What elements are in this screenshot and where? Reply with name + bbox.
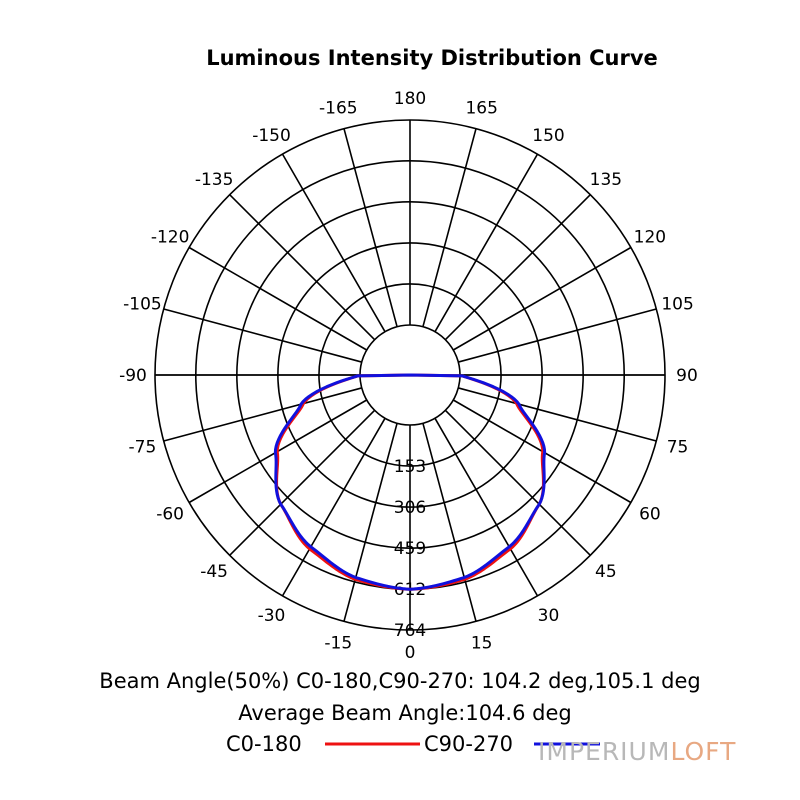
grid-spoke <box>422 128 477 327</box>
angle-tick-label: 30 <box>538 606 560 626</box>
chart-title: Luminous Intensity Distribution Curve <box>206 46 658 70</box>
angle-tick-label: -90 <box>119 366 147 386</box>
grid-spoke <box>434 153 539 333</box>
radial-tick-label: 459 <box>394 539 426 559</box>
grid-spoke <box>422 423 477 622</box>
angle-tick-label: 150 <box>532 126 564 146</box>
angle-tick-label: -150 <box>252 126 291 146</box>
svg-text:IMPERIUMLOFT: IMPERIUMLOFT <box>538 737 736 766</box>
angle-tick-label: 120 <box>634 228 666 248</box>
beam-angle-text: Beam Angle(50%) C0-180,C90-270: 104.2 de… <box>99 669 700 693</box>
average-beam-angle-text: Average Beam Angle:104.6 deg <box>238 701 571 725</box>
watermark-logo: IMPERIUMLOFT <box>538 737 736 766</box>
grid-spoke <box>458 308 657 363</box>
grid-spoke <box>343 128 398 327</box>
legend-label-c0-180: C0-180 <box>226 732 302 756</box>
angle-tick-label: 15 <box>471 634 493 654</box>
angle-tick-label: 90 <box>676 366 698 386</box>
grid-spoke <box>458 387 657 442</box>
series-curves <box>273 373 547 591</box>
grid-spoke <box>444 409 591 556</box>
angle-tick-label: -30 <box>258 606 286 626</box>
angle-tick-label: 60 <box>639 505 661 525</box>
angle-tick-label: 45 <box>595 562 617 582</box>
grid-spoke <box>343 423 398 622</box>
radial-tick-label: 306 <box>394 498 426 518</box>
grid-spoke <box>452 246 632 351</box>
grid-spoke <box>229 409 376 556</box>
angle-tick-label: -15 <box>324 634 352 654</box>
grid-spoke <box>229 194 376 341</box>
grid-spoke <box>281 153 386 333</box>
angle-tick-label: -105 <box>123 294 162 314</box>
angle-tick-label: 135 <box>590 170 622 190</box>
grid-spoke <box>163 308 362 363</box>
radial-tick-label: 764 <box>394 621 426 641</box>
angle-tick-label: -135 <box>195 170 234 190</box>
watermark-part-1: IMPERIUM <box>538 737 670 766</box>
angle-tick-label: 75 <box>667 438 689 458</box>
angle-tick-label: -45 <box>200 562 228 582</box>
grid-spoke <box>444 194 591 341</box>
angle-tick-label: -75 <box>129 438 157 458</box>
grid-spoke <box>163 387 362 442</box>
legend: C0-180 C90-270 <box>226 732 600 756</box>
grid-spoke <box>188 246 368 351</box>
angle-tick-label: -120 <box>151 228 190 248</box>
watermark-part-2: LOFT <box>670 737 736 766</box>
radial-tick-label: 153 <box>394 457 426 477</box>
legend-label-c90-270: C90-270 <box>424 732 513 756</box>
angle-tick-label: -60 <box>156 505 184 525</box>
grid-spoke <box>434 417 539 597</box>
series-curve-c90-270 <box>273 373 547 591</box>
angle-tick-label: 105 <box>661 294 693 314</box>
angle-tick-label: -165 <box>319 98 358 118</box>
angle-tick-labels: 0 15 30 45 60 75 90 105 120 135 150 165 180 -165 -150 -… <box>119 89 698 663</box>
angle-tick-label: 0 <box>405 643 416 663</box>
angle-tick-label: 165 <box>465 98 497 118</box>
angle-tick-label: 180 <box>394 89 426 109</box>
grid-spoke <box>281 417 386 597</box>
